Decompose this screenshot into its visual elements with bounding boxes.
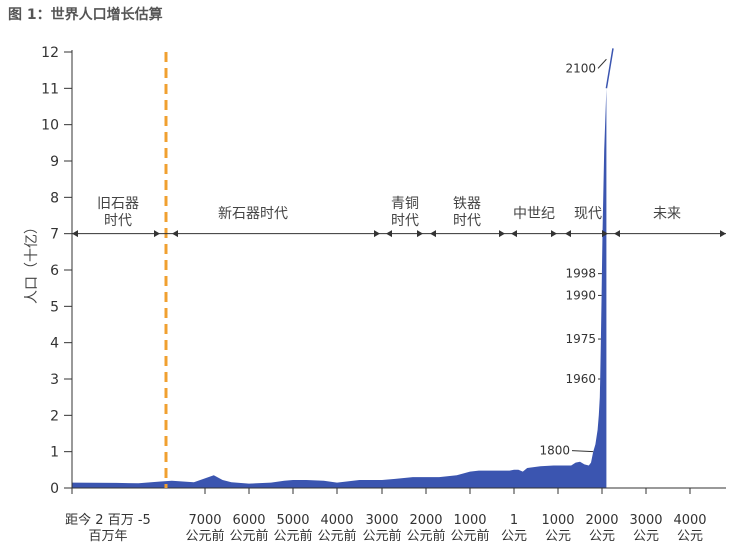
annotation-label: 1975	[565, 332, 596, 346]
annotation-label: 1960	[565, 372, 596, 386]
era-label: 时代	[391, 213, 419, 229]
era-arrowhead	[172, 230, 178, 238]
era-arrowhead	[720, 230, 726, 238]
x-tick-sublabel: 公元	[633, 529, 659, 544]
x-tick-label: 3000	[629, 513, 662, 528]
era-arrowhead	[72, 230, 78, 238]
era-arrowhead	[602, 230, 608, 238]
x-tick-sublabel: 公元前	[317, 528, 356, 544]
era-label: 中世纪	[513, 206, 555, 222]
era-arrowhead	[511, 230, 517, 238]
x-tick-sublabel: 公元前	[406, 528, 445, 544]
x-tick-label: 5000	[276, 513, 309, 528]
y-tick-label: 10	[41, 118, 59, 134]
annotation-leader	[571, 450, 594, 453]
area-layer	[72, 48, 614, 489]
x-tick-label: 1	[510, 513, 518, 528]
era-label: 青铜	[391, 196, 419, 212]
annotation-label: 1998	[565, 267, 596, 281]
y-tick-label: 0	[50, 481, 59, 497]
y-tick-label: 11	[41, 81, 59, 97]
era-arrowhead	[417, 230, 423, 238]
y-tick-label: 1	[50, 445, 59, 461]
x-tick-label: 1000	[453, 513, 486, 528]
chart-title: 图 1：世界人口增长估算	[8, 7, 163, 23]
era-label: 新石器时代	[218, 206, 288, 222]
y-axis-label: 人口（十亿）	[24, 220, 40, 304]
x-tick-label: 4000	[673, 513, 706, 528]
y-tick-label: 6	[50, 263, 59, 279]
era-label: 未来	[653, 206, 681, 222]
x-tick-sublabel: 公元前	[450, 528, 489, 544]
y-tick-label: 7	[50, 227, 59, 243]
era-label: 铁器	[453, 196, 481, 212]
y-tick-label: 5	[50, 299, 59, 315]
era-arrowhead	[551, 230, 557, 238]
x-tick-sublabel: 公元前	[185, 528, 224, 544]
era-arrowhead	[430, 230, 436, 238]
x-tick-label: 7000	[188, 513, 221, 528]
era-arrowhead	[614, 230, 620, 238]
era-label: 旧石器	[97, 196, 139, 212]
y-tick-label: 3	[50, 372, 59, 388]
y-tick-label: 9	[50, 154, 59, 170]
population-area	[72, 88, 607, 489]
annotation-label: 1990	[565, 288, 596, 302]
y-tick-label: 8	[50, 190, 59, 206]
annotation-label: 2100	[565, 61, 596, 75]
y-tick-label: 12	[41, 45, 59, 61]
era-label: 时代	[453, 213, 481, 229]
annotation-label: 1800	[539, 444, 570, 458]
x-tick-label: 2000	[585, 513, 618, 528]
x-tick-label: 6000	[232, 513, 265, 528]
era-arrowhead	[154, 230, 160, 238]
y-tick-label: 4	[50, 336, 59, 352]
era-arrowhead	[499, 230, 505, 238]
x-tick-sublabel: 公元前	[362, 528, 401, 544]
x-tick-sublabel: 公元前	[229, 528, 268, 544]
x-tick-label: 1000	[541, 513, 574, 528]
x-tick-label: 4000	[320, 513, 353, 528]
annotation-layer: 2100 1998 1990 1975 1960 1800	[539, 58, 607, 458]
y-tick-label: 2	[50, 408, 59, 424]
era-label: 现代	[574, 206, 602, 222]
era-label: 时代	[104, 213, 132, 229]
x-tick-sublabel: 百万年	[88, 529, 127, 544]
x-tick-sublabel: 公元	[677, 529, 703, 544]
annotation-leader	[597, 58, 607, 69]
x-tick-label: 3000	[365, 513, 398, 528]
x-tick-sublabel: 公元前	[273, 528, 312, 544]
x-tick-sublabel: 公元	[589, 529, 615, 544]
era-arrowhead	[386, 230, 392, 238]
x-tick-sublabel: 公元	[545, 529, 571, 544]
era-arrowhead	[565, 230, 571, 238]
x-tick-sublabel: 公元	[501, 529, 527, 544]
era-arrowhead	[374, 230, 380, 238]
future-projection-line	[605, 48, 614, 89]
x-tick-label: 距今 2 百万 -5	[65, 512, 151, 528]
x-tick-label: 2000	[409, 513, 442, 528]
